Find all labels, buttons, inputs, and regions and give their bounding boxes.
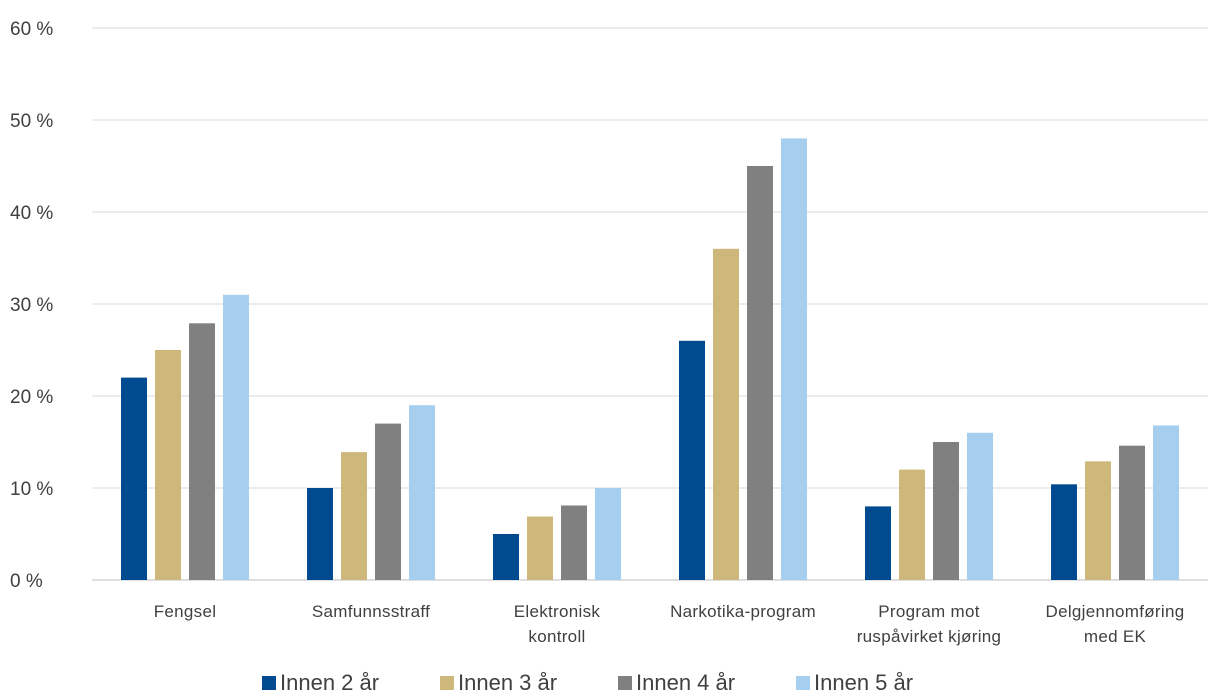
bar — [899, 469, 925, 580]
bar — [493, 534, 519, 580]
bar — [1051, 484, 1077, 580]
y-tick-label: 20 % — [10, 387, 53, 408]
bar — [189, 323, 215, 580]
bar — [781, 138, 807, 580]
y-tick-label: 30 % — [10, 295, 53, 316]
y-tick-label: 10 % — [10, 479, 53, 500]
bar — [223, 294, 249, 580]
bar — [1085, 461, 1111, 580]
x-category-label: Delgjennomføring med EK — [1046, 602, 1185, 646]
y-tick-label: 40 % — [10, 203, 53, 224]
legend: Innen 2 år Innen 3 år Innen 4 år Innen 5 år — [262, 670, 913, 695]
bar — [713, 248, 739, 581]
legend-label: Innen 5 år — [814, 670, 913, 695]
bar — [155, 350, 181, 580]
bar — [375, 423, 401, 580]
bar — [121, 377, 147, 580]
bar — [409, 405, 435, 580]
y-tick-label: 0 % — [10, 571, 43, 592]
bar — [595, 488, 621, 580]
bar — [747, 166, 773, 580]
legend-swatch — [440, 676, 454, 690]
x-category-label: Elektronisk kontroll — [514, 602, 601, 646]
legend-label: Innen 4 år — [636, 670, 735, 695]
bar — [865, 506, 891, 580]
legend-label: Innen 3 år — [458, 670, 557, 695]
bar — [561, 505, 587, 580]
x-axis-categories: Fengsel Samfunnsstraff Elektronisk kontroll… — [154, 602, 1185, 646]
x-category-label: Samfunnsstraff — [312, 602, 430, 621]
x-category-label: Narkotika-program — [670, 602, 816, 621]
bars — [121, 138, 1179, 581]
bar — [341, 452, 367, 580]
bar — [527, 516, 553, 580]
bar — [679, 340, 705, 580]
bar — [933, 442, 959, 580]
y-tick-label: 60 % — [10, 19, 53, 40]
x-category-label: Fengsel — [154, 602, 217, 621]
legend-swatch — [618, 676, 632, 690]
x-category-label: Program mot ruspåvirket kjøring — [857, 602, 1002, 646]
bar — [307, 488, 333, 580]
bar — [1119, 445, 1145, 580]
bar — [1153, 425, 1179, 580]
gridlines — [92, 27, 1208, 581]
legend-label: Innen 2 år — [280, 670, 379, 695]
bar — [967, 432, 993, 580]
y-tick-label: 50 % — [10, 111, 53, 132]
legend-swatch — [796, 676, 810, 690]
legend-swatch — [262, 676, 276, 690]
y-axis-ticks: 0 % 10 % 20 % 30 % 40 % 50 % 60 % — [10, 19, 53, 592]
